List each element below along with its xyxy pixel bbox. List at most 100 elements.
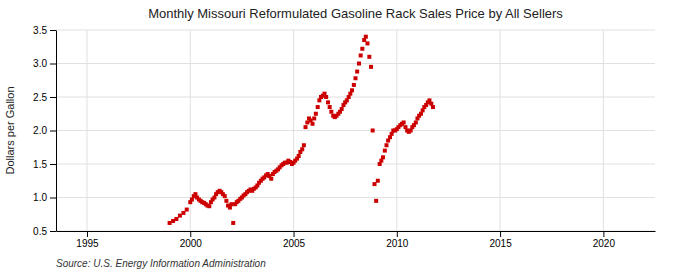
point bbox=[431, 105, 435, 109]
x-tick-label: 2020 bbox=[593, 238, 616, 249]
grid-line-y bbox=[56, 30, 655, 31]
point bbox=[340, 107, 344, 111]
points bbox=[168, 35, 435, 225]
point bbox=[360, 47, 364, 51]
x-tick-label: 2010 bbox=[386, 238, 409, 249]
y-tick-mark bbox=[50, 97, 56, 98]
x-tick: 1995 bbox=[76, 231, 99, 249]
plot-area: 1995 2000 2005 2010 2015 2020 0.5 1.0 1.5 2.0 2.5 3… bbox=[33, 25, 655, 249]
y-tick-label: 3.0 bbox=[33, 58, 47, 69]
point bbox=[414, 120, 418, 124]
point bbox=[324, 95, 328, 99]
point bbox=[178, 214, 182, 218]
y-tick: 3.0 bbox=[33, 58, 56, 69]
title: Monthly Missouri Reformulated Gasoline R… bbox=[148, 6, 563, 21]
point bbox=[174, 217, 178, 221]
y-axis-title: Dollars per Gallon bbox=[4, 86, 16, 174]
point bbox=[354, 76, 358, 80]
point bbox=[316, 105, 320, 109]
point bbox=[367, 55, 371, 59]
x-tick-label: 2015 bbox=[489, 238, 512, 249]
point bbox=[304, 125, 308, 129]
point bbox=[352, 83, 356, 87]
x-tick-label: 2005 bbox=[283, 238, 306, 249]
y-tick: 2.5 bbox=[33, 92, 56, 103]
y-axis-line bbox=[56, 31, 57, 232]
point bbox=[357, 62, 361, 66]
point bbox=[369, 65, 373, 69]
point bbox=[359, 53, 363, 57]
y-tick-label: 1.0 bbox=[33, 192, 47, 203]
point bbox=[381, 155, 385, 159]
x-tick-mark bbox=[294, 231, 295, 237]
point bbox=[371, 129, 375, 133]
y-tick: 1.0 bbox=[33, 192, 56, 203]
x-axis-line bbox=[57, 231, 656, 232]
point bbox=[329, 110, 333, 114]
x-tick-mark bbox=[397, 231, 398, 237]
y-tick: 1.5 bbox=[33, 159, 56, 170]
point bbox=[223, 194, 227, 198]
point bbox=[383, 149, 387, 153]
point bbox=[300, 147, 304, 151]
point bbox=[297, 154, 301, 158]
point bbox=[311, 122, 315, 126]
y-tick-label: 0.5 bbox=[33, 226, 47, 237]
y-tick-mark bbox=[50, 198, 56, 199]
y-tick: 2.0 bbox=[33, 125, 56, 136]
y-tick-label: 2.5 bbox=[33, 92, 47, 103]
grid-line-y bbox=[56, 197, 655, 198]
point bbox=[230, 202, 234, 206]
point bbox=[350, 88, 354, 92]
x-tick-mark bbox=[500, 231, 501, 237]
point bbox=[365, 41, 369, 45]
point bbox=[328, 105, 332, 109]
y-tick-mark bbox=[50, 64, 56, 65]
x-axis: 1995 2000 2005 2010 2015 2020 bbox=[57, 231, 656, 249]
source-note: Source: U.S. Energy Information Administ… bbox=[56, 258, 266, 269]
y-tick-mark bbox=[50, 131, 56, 132]
grid-line-y bbox=[56, 231, 655, 232]
y-tick-label: 1.5 bbox=[33, 159, 47, 170]
point bbox=[364, 35, 368, 39]
x-tick: 2005 bbox=[283, 231, 306, 249]
y-tick-mark bbox=[50, 164, 56, 165]
point bbox=[224, 199, 228, 203]
chart: 1995 2000 2005 2010 2015 2020 0.5 1.0 1.5 2.0 2.5 3… bbox=[0, 0, 675, 275]
point bbox=[374, 199, 378, 203]
y-tick-label: 2.0 bbox=[33, 125, 47, 136]
y-axis: 0.5 1.0 1.5 2.0 2.5 3.0 3.5 bbox=[33, 25, 56, 237]
point bbox=[207, 204, 211, 208]
y-tick: 3.5 bbox=[33, 25, 56, 36]
point bbox=[376, 179, 380, 183]
x-tick: 2020 bbox=[593, 231, 616, 249]
y-tick: 0.5 bbox=[33, 226, 56, 237]
point bbox=[231, 221, 235, 225]
point bbox=[312, 116, 316, 120]
y-tick-mark bbox=[50, 30, 56, 31]
x-tick-mark bbox=[603, 231, 604, 237]
x-tick-mark bbox=[190, 231, 191, 237]
grid-line-y bbox=[56, 63, 655, 64]
x-tick: 2010 bbox=[386, 231, 409, 249]
point bbox=[384, 143, 388, 147]
point bbox=[326, 100, 330, 104]
grid-line-y bbox=[56, 97, 655, 98]
y-tick-label: 3.5 bbox=[33, 25, 47, 36]
grid bbox=[56, 30, 655, 231]
point bbox=[269, 177, 273, 181]
grid-line-y bbox=[56, 130, 655, 131]
point bbox=[185, 208, 189, 212]
point bbox=[402, 120, 406, 124]
x-tick: 2015 bbox=[489, 231, 512, 249]
point bbox=[314, 112, 318, 116]
y-tick-mark bbox=[50, 231, 56, 232]
x-tick-mark bbox=[87, 231, 88, 237]
point bbox=[302, 143, 306, 147]
x-tick-label: 1995 bbox=[76, 238, 99, 249]
point bbox=[168, 221, 172, 225]
x-tick: 2000 bbox=[180, 231, 203, 249]
grid-line-y bbox=[56, 164, 655, 165]
x-tick-label: 2000 bbox=[180, 238, 203, 249]
point bbox=[355, 70, 359, 74]
